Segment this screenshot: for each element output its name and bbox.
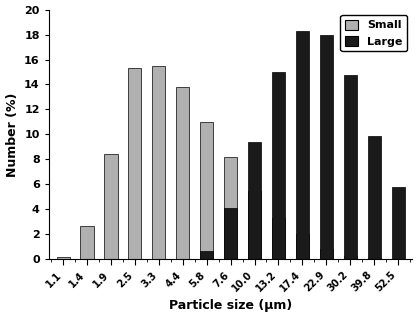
Bar bbox=[224, 157, 237, 259]
Bar bbox=[367, 136, 381, 259]
Bar bbox=[272, 72, 285, 259]
Bar bbox=[128, 68, 141, 259]
Bar bbox=[152, 66, 166, 259]
Bar bbox=[200, 122, 213, 259]
Bar bbox=[320, 249, 333, 259]
X-axis label: Particle size (μm): Particle size (μm) bbox=[169, 300, 292, 313]
Bar bbox=[104, 155, 117, 259]
Bar bbox=[344, 256, 357, 259]
Bar bbox=[296, 234, 309, 259]
Bar bbox=[56, 257, 70, 259]
Bar bbox=[272, 218, 285, 259]
Bar bbox=[81, 226, 94, 259]
Bar bbox=[296, 31, 309, 259]
Bar bbox=[344, 74, 357, 259]
Bar bbox=[200, 251, 213, 259]
Bar bbox=[248, 191, 261, 259]
Bar bbox=[367, 258, 381, 259]
Bar bbox=[392, 187, 405, 259]
Bar bbox=[224, 208, 237, 259]
Legend: Small, Large: Small, Large bbox=[340, 15, 407, 51]
Bar bbox=[320, 35, 333, 259]
Y-axis label: Number (%): Number (%) bbox=[5, 92, 18, 176]
Bar bbox=[176, 87, 189, 259]
Bar bbox=[248, 142, 261, 259]
